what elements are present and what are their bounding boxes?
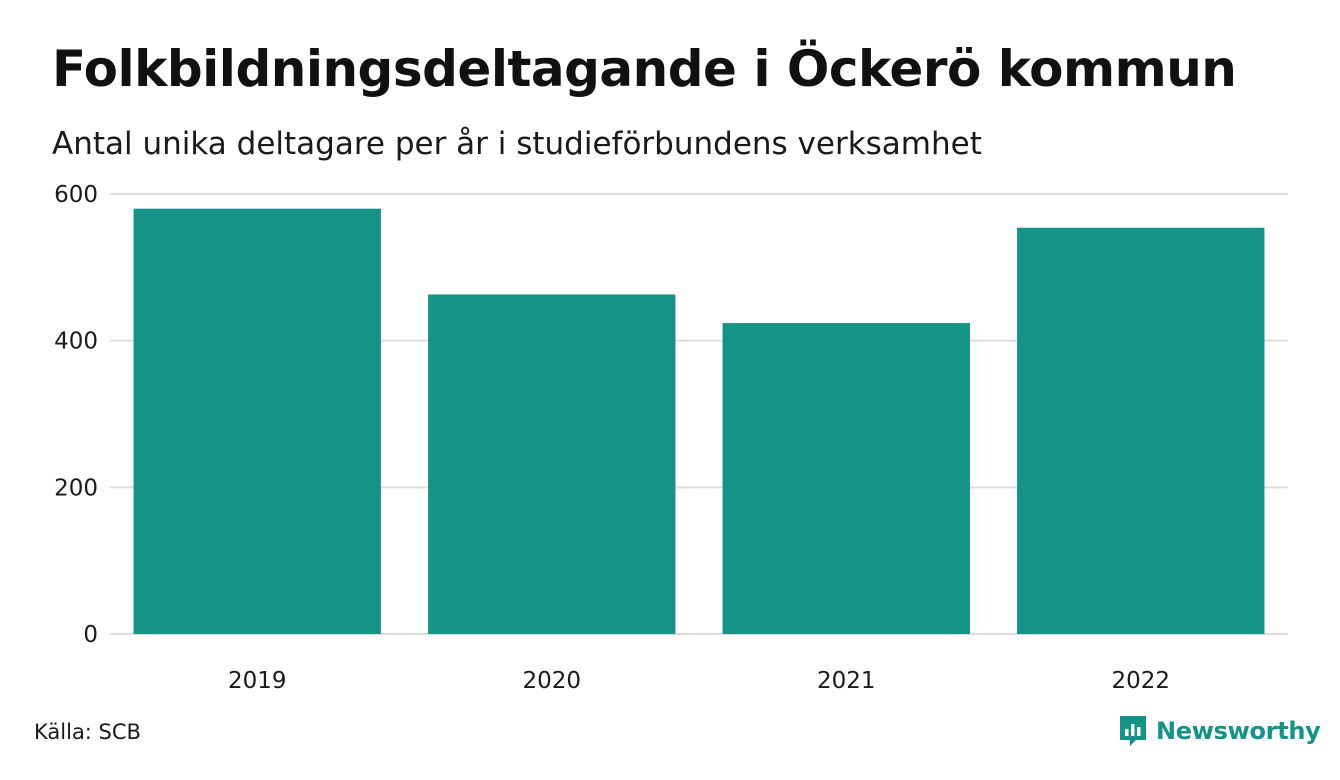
bar-2021 (722, 323, 970, 634)
bar-2020 (428, 294, 676, 634)
brand-name: Newsworthy (1156, 717, 1321, 745)
y-tick-label: 600 (54, 182, 98, 208)
y-tick-label: 200 (54, 475, 98, 501)
x-tick-label: 2021 (817, 668, 876, 694)
chart-title: Folkbildningsdeltagande i Öckerö kommun (52, 40, 1237, 98)
x-tick-label: 2019 (228, 668, 287, 694)
x-tick-label: 2020 (522, 668, 581, 694)
source-note: Källa: SCB (34, 720, 141, 744)
brand-logo: Newsworthy (1118, 714, 1321, 748)
chart-subtitle: Antal unika deltagare per år i studieför… (52, 126, 982, 162)
newsworthy-logo-icon (1120, 716, 1146, 746)
bar-2019 (133, 208, 381, 634)
x-axis-ticks: 2019 2020 2021 2022 (228, 668, 1170, 694)
y-axis-ticks: 0 200 400 600 (54, 182, 98, 648)
y-tick-label: 0 (83, 622, 98, 648)
x-tick-label: 2022 (1111, 668, 1170, 694)
bars (133, 208, 1265, 634)
bar-2022 (1017, 227, 1265, 634)
y-tick-label: 400 (54, 329, 98, 355)
